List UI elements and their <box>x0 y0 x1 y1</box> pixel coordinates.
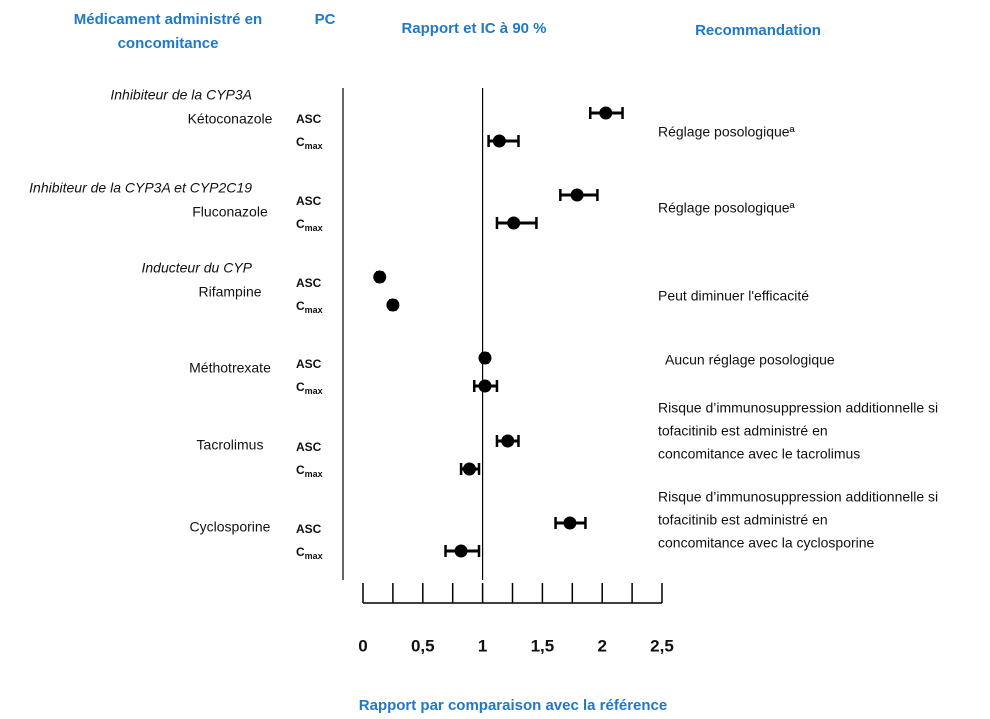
parameter-sub: max <box>305 223 323 233</box>
parameter-sub: max <box>305 551 323 561</box>
point <box>570 188 584 202</box>
x-axis-label: Rapport par comparaison avec la référenc… <box>359 697 667 714</box>
parameter-label: ASC <box>296 194 322 208</box>
header-pk: PC <box>315 11 336 28</box>
x-tick-label: 1,5 <box>531 636 555 655</box>
point <box>507 216 521 230</box>
parameter-text: C <box>296 299 305 313</box>
parameter-text: ASC <box>296 440 322 454</box>
header-recommendation: Recommandation <box>695 22 821 39</box>
point <box>599 106 613 120</box>
point <box>373 270 387 284</box>
parameter-sub: max <box>305 469 323 479</box>
x-tick-label: 2 <box>597 636 606 655</box>
drug-name: Tacrolimus <box>197 437 264 453</box>
parameter-text: ASC <box>296 522 322 536</box>
header-ratio: Rapport et IC à 90 % <box>401 20 546 37</box>
drug-name: Fluconazole <box>192 204 268 220</box>
parameter-label: Cmax <box>296 217 323 233</box>
parameter-label: ASC <box>296 276 322 290</box>
point <box>492 134 506 148</box>
point <box>501 434 515 448</box>
recommendation: Réglage posologiqueª <box>658 124 796 140</box>
parameter-text: ASC <box>296 276 322 290</box>
recommendation: Peut diminuer l'efficacité <box>658 288 809 304</box>
recommendation: concomitance avec le tacrolimus <box>658 446 860 462</box>
parameter-sub: max <box>305 386 323 396</box>
parameter-label: ASC <box>296 440 322 454</box>
x-tick-label: 2,5 <box>650 636 674 655</box>
parameter-sub: max <box>305 141 323 151</box>
parameter-label: Cmax <box>296 545 323 561</box>
header-drug: concomitance <box>118 35 219 52</box>
drug-name: Cyclosporine <box>190 519 271 535</box>
parameter-text: C <box>296 135 305 149</box>
drug-class: Inhibiteur de la CYP3A et CYP2C19 <box>29 180 252 196</box>
drug-name: Kétoconazole <box>188 111 273 127</box>
point <box>454 544 468 558</box>
point <box>478 379 492 393</box>
parameter-label: Cmax <box>296 380 323 396</box>
point <box>386 298 400 312</box>
parameter-text: ASC <box>296 112 322 126</box>
parameter-sub: max <box>305 305 323 315</box>
x-tick-label: 0 <box>358 636 367 655</box>
parameter-label: Cmax <box>296 463 323 479</box>
parameter-label: ASC <box>296 112 322 126</box>
recommendation: tofacitinib est administré en <box>658 512 828 528</box>
drug-class: Inducteur du CYP <box>141 260 252 276</box>
parameter-label: Cmax <box>296 299 323 315</box>
recommendation: Risque d’immunosuppression additionnelle… <box>658 400 938 416</box>
recommendation: Réglage posologiqueª <box>658 200 796 216</box>
parameter-text: C <box>296 217 305 231</box>
recommendation: Aucun réglage posologique <box>665 352 835 368</box>
parameter-text: C <box>296 545 305 559</box>
parameter-label: ASC <box>296 522 322 536</box>
point <box>563 516 577 530</box>
point <box>462 462 476 476</box>
point <box>478 351 492 365</box>
parameter-text: C <box>296 463 305 477</box>
drug-class: Inhibiteur de la CYP3A <box>110 87 252 103</box>
recommendation: concomitance avec la cyclosporine <box>658 535 875 551</box>
parameter-label: Cmax <box>296 135 323 151</box>
drug-name: Rifampine <box>198 284 261 300</box>
parameter-text: C <box>296 380 305 394</box>
parameter-text: ASC <box>296 357 322 371</box>
parameter-text: ASC <box>296 194 322 208</box>
x-tick-label: 0,5 <box>411 636 435 655</box>
x-tick-label: 1 <box>478 636 487 655</box>
drug-name: Méthotrexate <box>189 360 271 376</box>
parameter-label: ASC <box>296 357 322 371</box>
recommendation: Risque d’immunosuppression additionnelle… <box>658 489 938 505</box>
recommendation: tofacitinib est administré en <box>658 423 828 439</box>
header-drug: Médicament administré en <box>74 11 262 28</box>
